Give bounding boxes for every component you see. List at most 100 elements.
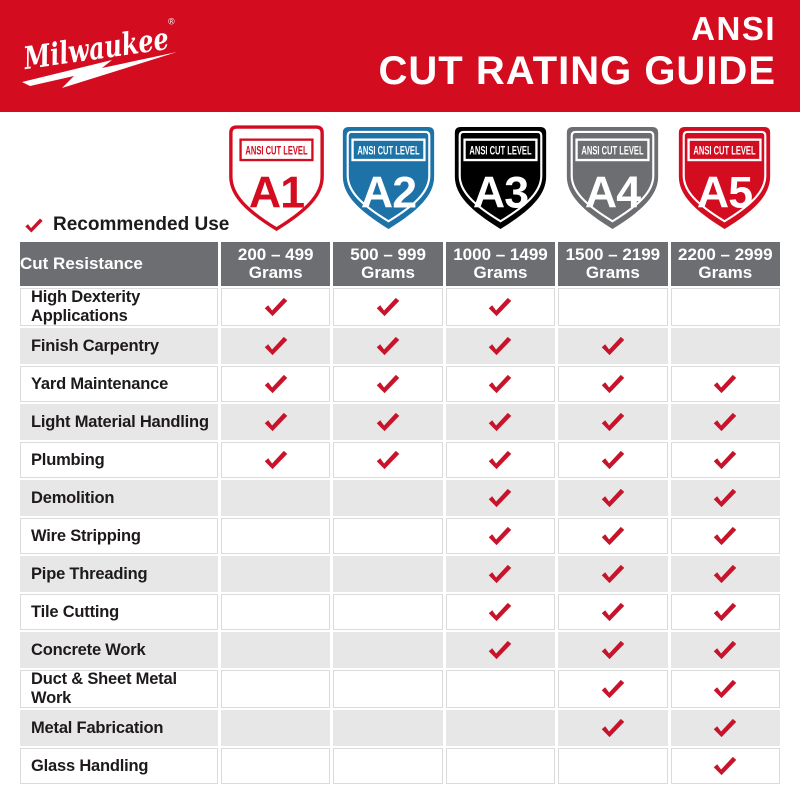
check-icon xyxy=(601,450,625,470)
gram-range: 500 – 999 xyxy=(350,245,426,264)
recommended-use-legend: Recommended Use xyxy=(24,214,229,236)
row-label: Wire Stripping xyxy=(20,518,218,554)
check-cell xyxy=(670,328,780,364)
row-label: Glass Handling xyxy=(20,748,218,784)
table-row: High Dexterity Applications xyxy=(20,288,780,326)
check-cell xyxy=(558,670,668,708)
check-cell xyxy=(333,594,443,630)
shield-code: A4 xyxy=(584,169,640,218)
legend-label: Recommended Use xyxy=(53,214,230,235)
gram-unit: Grams xyxy=(473,263,528,282)
check-icon xyxy=(376,412,400,432)
row-label: Light Material Handling xyxy=(20,404,218,440)
table-row: Tile Cutting xyxy=(20,594,780,630)
check-cell xyxy=(445,404,556,440)
check-icon xyxy=(714,564,737,584)
check-cell xyxy=(333,404,443,440)
table-row: Plumbing xyxy=(20,442,780,478)
table-row: Light Material Handling xyxy=(20,404,780,440)
shield-slot-a3: ANSI CUT LEVEL A3 xyxy=(444,124,556,233)
header-col-a2: 500 – 999 Grams xyxy=(333,242,443,286)
header-cut-resistance: Cut Resistance xyxy=(20,242,218,286)
check-cell xyxy=(333,328,443,364)
shield-label-box xyxy=(686,138,762,162)
shield-slot-a2: ANSI CUT LEVEL A2 xyxy=(332,124,444,233)
check-icon xyxy=(601,564,625,584)
header-col-a1: 200 – 499 Grams xyxy=(221,242,331,286)
gram-unit: Grams xyxy=(361,263,416,282)
shield-code: A5 xyxy=(696,169,751,218)
shield-inner-outline xyxy=(458,130,542,223)
check-icon xyxy=(376,450,400,470)
check-icon xyxy=(25,218,43,232)
shield-body xyxy=(228,125,324,231)
gram-unit: Grams xyxy=(248,263,303,282)
check-icon xyxy=(601,718,625,738)
gram-range: 200 – 499 xyxy=(237,245,314,264)
check-icon xyxy=(489,297,512,317)
check-cell xyxy=(445,670,556,708)
shield-body xyxy=(566,127,658,229)
check-icon xyxy=(264,297,287,317)
check-cell xyxy=(558,442,668,478)
check-cell xyxy=(558,710,668,746)
check-cell xyxy=(445,594,556,630)
check-cell xyxy=(445,748,556,784)
shield-band: ANSI CUT LEVEL A1 ANSI CUT LEVEL A2 ANSI… xyxy=(0,112,800,240)
check-cell xyxy=(333,288,443,326)
table-header-row: Cut Resistance 200 – 499 Grams 500 – 999… xyxy=(20,242,780,286)
shield-code: A3 xyxy=(472,169,527,218)
check-icon xyxy=(714,412,737,432)
check-cell xyxy=(670,670,780,708)
check-cell xyxy=(670,632,780,668)
check-icon xyxy=(376,297,400,317)
check-cell xyxy=(670,748,780,784)
shield-code: A2 xyxy=(360,169,415,218)
check-cell xyxy=(445,442,556,478)
row-label: Metal Fabrication xyxy=(20,710,218,746)
check-cell xyxy=(670,480,780,516)
shield-inner-outline xyxy=(346,130,430,223)
check-icon xyxy=(714,488,737,508)
row-label: Duct & Sheet Metal Work xyxy=(20,670,218,708)
page-title: ANSI CUT RATING GUIDE xyxy=(379,10,776,94)
check-icon xyxy=(601,526,625,546)
brand-banner: Milwaukee ® ANSI CUT RATING GUIDE xyxy=(0,0,800,112)
row-label: Demolition xyxy=(20,480,218,516)
row-label: Concrete Work xyxy=(20,632,218,668)
check-icon xyxy=(264,412,287,432)
check-icon xyxy=(489,450,512,470)
check-cell xyxy=(221,632,331,668)
shield-row: ANSI CUT LEVEL A1 ANSI CUT LEVEL A2 ANSI… xyxy=(220,124,780,233)
row-label: Plumbing xyxy=(20,442,218,478)
check-cell xyxy=(670,288,780,326)
check-cell xyxy=(333,366,443,402)
check-cell xyxy=(445,288,556,326)
registered-trademark: ® xyxy=(167,16,175,27)
shield-code: A1 xyxy=(248,169,303,218)
row-label: High Dexterity Applications xyxy=(20,288,218,326)
table-row: Wire Stripping xyxy=(20,518,780,554)
check-icon xyxy=(489,374,512,394)
shield-body xyxy=(454,127,546,229)
check-cell xyxy=(670,404,780,440)
table-row: Duct & Sheet Metal Work xyxy=(20,670,780,708)
page-title-line2: CUT RATING GUIDE xyxy=(378,49,776,93)
check-icon xyxy=(714,640,737,660)
check-cell xyxy=(221,518,331,554)
ansi-cut-level-shield-a2: ANSI CUT LEVEL A2 xyxy=(342,127,434,229)
shield-slot-a5: ANSI CUT LEVEL A5 xyxy=(668,124,780,233)
check-cell xyxy=(221,710,331,746)
check-cell xyxy=(670,518,780,554)
check-icon xyxy=(601,602,625,622)
check-cell xyxy=(221,288,331,326)
ansi-cut-level-shield-a5: ANSI CUT LEVEL A5 xyxy=(678,127,770,229)
check-cell xyxy=(558,288,668,326)
check-cell xyxy=(670,556,780,592)
page-title-line1: ANSI xyxy=(691,10,776,47)
row-label: Tile Cutting xyxy=(20,594,218,630)
check-cell xyxy=(333,556,443,592)
check-icon xyxy=(489,488,512,508)
table-row: Concrete Work xyxy=(20,632,780,668)
table-row: Metal Fabrication xyxy=(20,710,780,746)
